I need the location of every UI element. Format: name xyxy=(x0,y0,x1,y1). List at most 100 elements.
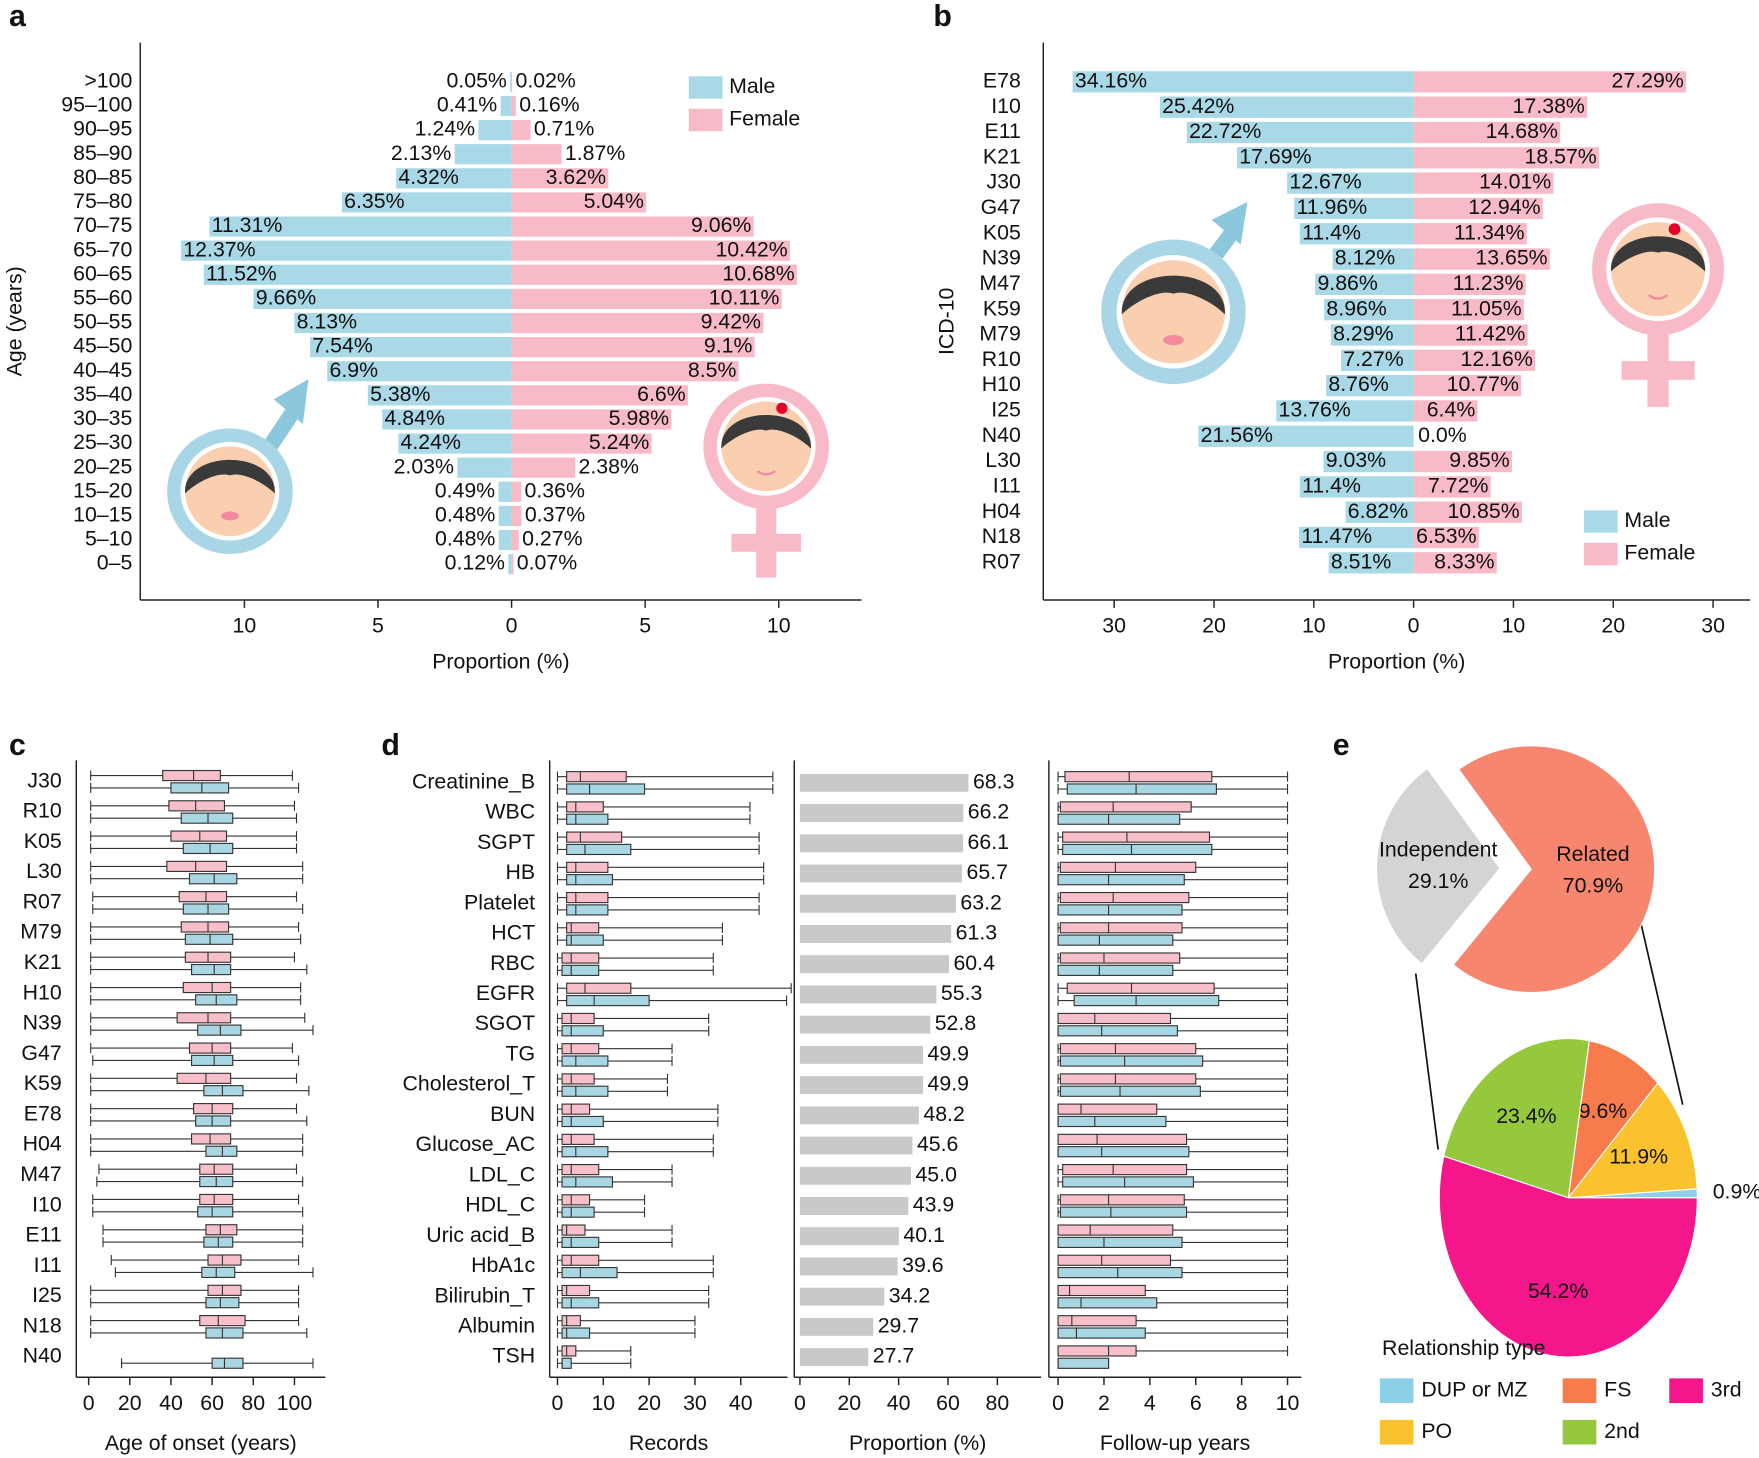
bar xyxy=(500,95,512,117)
box xyxy=(1062,1163,1188,1176)
value-label: 49.9 xyxy=(928,1041,969,1065)
category-label: K05 xyxy=(983,220,1021,244)
legend-swatch xyxy=(1669,1378,1703,1404)
box xyxy=(1062,843,1213,856)
category-label: N40 xyxy=(982,423,1021,447)
category-label: SGOT xyxy=(475,1011,535,1035)
box xyxy=(561,964,600,976)
category-label: N39 xyxy=(982,246,1021,270)
value-label: 63.2 xyxy=(960,890,1001,914)
value-label: 5.04% xyxy=(584,189,644,213)
box xyxy=(1057,813,1181,825)
category-label: L30 xyxy=(985,448,1021,472)
value-label: 13.65% xyxy=(1475,246,1547,270)
connector xyxy=(1639,919,1684,1105)
pie-slice xyxy=(1452,745,1656,994)
bar xyxy=(799,1045,924,1064)
bar xyxy=(799,773,969,792)
value-label: 0.48% xyxy=(435,527,495,551)
box xyxy=(178,891,228,903)
bar xyxy=(511,505,522,527)
pie-slice xyxy=(1375,767,1501,965)
box xyxy=(561,1055,609,1067)
box xyxy=(1059,1206,1188,1218)
box xyxy=(1057,1025,1178,1037)
legend-label: PO xyxy=(1421,1419,1452,1443)
bar xyxy=(1072,71,1414,93)
value-label: 22.72% xyxy=(1189,119,1261,143)
x-tick-label: 0 xyxy=(506,614,518,638)
category-label: LDL_C xyxy=(469,1162,535,1186)
x-tick-label: 10 xyxy=(591,1391,615,1415)
value-label: 1.24% xyxy=(415,117,475,141)
bar xyxy=(511,71,513,92)
category-label: K21 xyxy=(983,144,1021,168)
box xyxy=(211,1357,244,1369)
x-tick-label: 10 xyxy=(1302,614,1326,638)
category-label: H10 xyxy=(23,980,62,1004)
category-label: Albumin xyxy=(458,1314,535,1338)
legend-label: 2nd xyxy=(1604,1419,1640,1443)
x-axis-title: Age of onset (years) xyxy=(105,1431,297,1455)
box xyxy=(199,1315,246,1327)
value-label: 0.07% xyxy=(517,551,577,575)
value-label: 0.41% xyxy=(437,93,497,117)
category-label: Uric acid_B xyxy=(426,1223,535,1247)
box xyxy=(1057,964,1174,976)
bar xyxy=(1413,248,1550,270)
box xyxy=(1057,1146,1190,1158)
box xyxy=(190,1133,232,1145)
legend-swatch xyxy=(688,108,723,132)
bar xyxy=(799,1197,909,1215)
value-label: 5.98% xyxy=(609,406,669,430)
bar xyxy=(1276,400,1414,422)
box xyxy=(561,1345,577,1357)
value-label: 17.69% xyxy=(1239,144,1311,168)
bar xyxy=(382,409,512,430)
bar xyxy=(181,240,512,261)
x-tick-label: 0 xyxy=(1408,614,1420,638)
category-label: Glucose_AC xyxy=(416,1132,536,1156)
box xyxy=(1059,891,1190,904)
box xyxy=(188,873,238,885)
box xyxy=(561,1357,572,1369)
value-label: 10.85% xyxy=(1447,499,1519,523)
value-label: 11.96% xyxy=(1296,195,1367,219)
value-label: 27.29% xyxy=(1612,68,1684,92)
box xyxy=(205,1224,238,1236)
box xyxy=(205,1145,238,1157)
box xyxy=(1057,1327,1146,1339)
category-label: 70–75 xyxy=(73,213,132,237)
value-label: 45.6 xyxy=(917,1132,958,1156)
x-tick-label: 0 xyxy=(552,1391,564,1415)
value-label: 6.6% xyxy=(637,382,686,406)
connector xyxy=(1414,973,1439,1150)
box xyxy=(180,812,234,824)
bar xyxy=(1287,172,1414,194)
category-label: H04 xyxy=(23,1132,62,1156)
box xyxy=(561,952,600,964)
category-label: L30 xyxy=(26,859,62,883)
box xyxy=(566,982,632,994)
box xyxy=(1057,1012,1172,1025)
value-label: 4.84% xyxy=(385,406,445,430)
bar xyxy=(1294,197,1414,220)
value-label: 9.66% xyxy=(256,286,316,310)
y-axis-title: Age (years) xyxy=(2,266,26,376)
bar xyxy=(1413,147,1599,169)
category-label: TG xyxy=(506,1041,536,1065)
box xyxy=(1059,801,1192,813)
bar xyxy=(511,264,797,285)
box xyxy=(566,994,650,1007)
panel-label: a xyxy=(9,0,27,33)
category-label: N39 xyxy=(23,1011,62,1035)
slice-name: Independent xyxy=(1379,837,1498,861)
bar xyxy=(1159,96,1414,118)
value-label: 3.62% xyxy=(546,165,606,189)
value-label: 18.57% xyxy=(1525,144,1597,168)
value-label: 66.2 xyxy=(968,800,1009,824)
bar xyxy=(1413,400,1478,422)
category-label: R10 xyxy=(23,799,62,823)
box xyxy=(1057,1297,1158,1309)
category-label: Bilirubin_T xyxy=(434,1283,535,1307)
